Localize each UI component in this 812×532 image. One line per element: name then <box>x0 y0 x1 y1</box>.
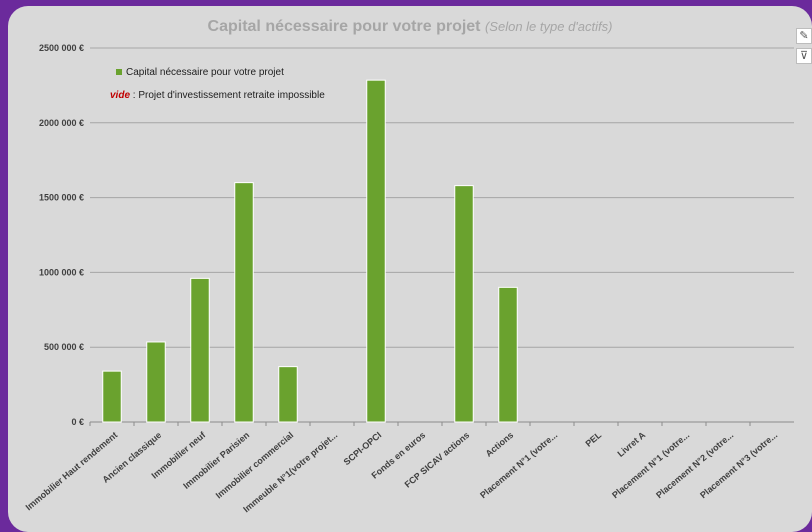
x-tick-label: SCPI-OPCI <box>342 430 384 467</box>
bar <box>190 277 210 423</box>
y-tick-label: 0 € <box>71 417 84 427</box>
bar <box>366 79 386 423</box>
x-tick-label: Placement N°1 (votre... <box>610 430 691 500</box>
bar <box>234 182 254 423</box>
x-tick-label: PEL <box>583 430 603 449</box>
x-tick-label: Placement N°3 (votre... <box>698 430 779 500</box>
filter-icon[interactable]: ⊽ <box>796 48 812 64</box>
chart-title: Capital nécessaire pour votre projet (Se… <box>8 18 812 36</box>
y-tick-label: 2000 000 € <box>39 118 84 128</box>
bar <box>102 370 122 423</box>
legend-swatch <box>116 69 122 75</box>
x-tick-label: Immeuble N°1(votre projet... <box>241 430 339 515</box>
bar <box>498 286 518 423</box>
bar <box>278 366 298 423</box>
y-tick-label: 1000 000 € <box>39 267 84 277</box>
chart-side-tools: ✎ ⊽ <box>796 28 812 64</box>
legend-note-keyword: vide <box>110 90 130 101</box>
bar-chart: 0 € 500 000 € 1000 000 € 1500 000 € 2000 000… <box>24 43 794 515</box>
chart-title-main: Capital nécessaire pour votre projet <box>207 18 481 35</box>
x-tick-label: Actions <box>484 430 516 459</box>
x-tick-label: Immobilier Haut rendement <box>24 430 120 513</box>
x-tick-label: Immobilier commercial <box>214 430 296 501</box>
legend-note-text: : Projet d'investissement retraite impos… <box>130 90 325 101</box>
x-tick-label: Placement N°1 (votre... <box>478 430 559 500</box>
legend-note: vide : Projet d'investissement retraite … <box>110 90 325 101</box>
bar <box>454 185 474 423</box>
x-tick-label: Livret A <box>615 430 647 459</box>
brush-icon[interactable]: ✎ <box>796 28 812 44</box>
bar <box>146 341 166 423</box>
y-tick-label: 2500 000 € <box>39 43 84 53</box>
chart-area: Capital nécessaire pour votre projet (Se… <box>8 6 812 532</box>
x-tick-label: Placement N°2 (votre... <box>654 430 735 500</box>
y-tick-label: 500 000 € <box>44 342 84 352</box>
legend-series-label: Capital nécessaire pour votre projet <box>126 67 284 78</box>
y-tick-label: 1500 000 € <box>39 193 84 203</box>
chart-subtitle: (Selon le type d'actifs) <box>484 19 613 34</box>
